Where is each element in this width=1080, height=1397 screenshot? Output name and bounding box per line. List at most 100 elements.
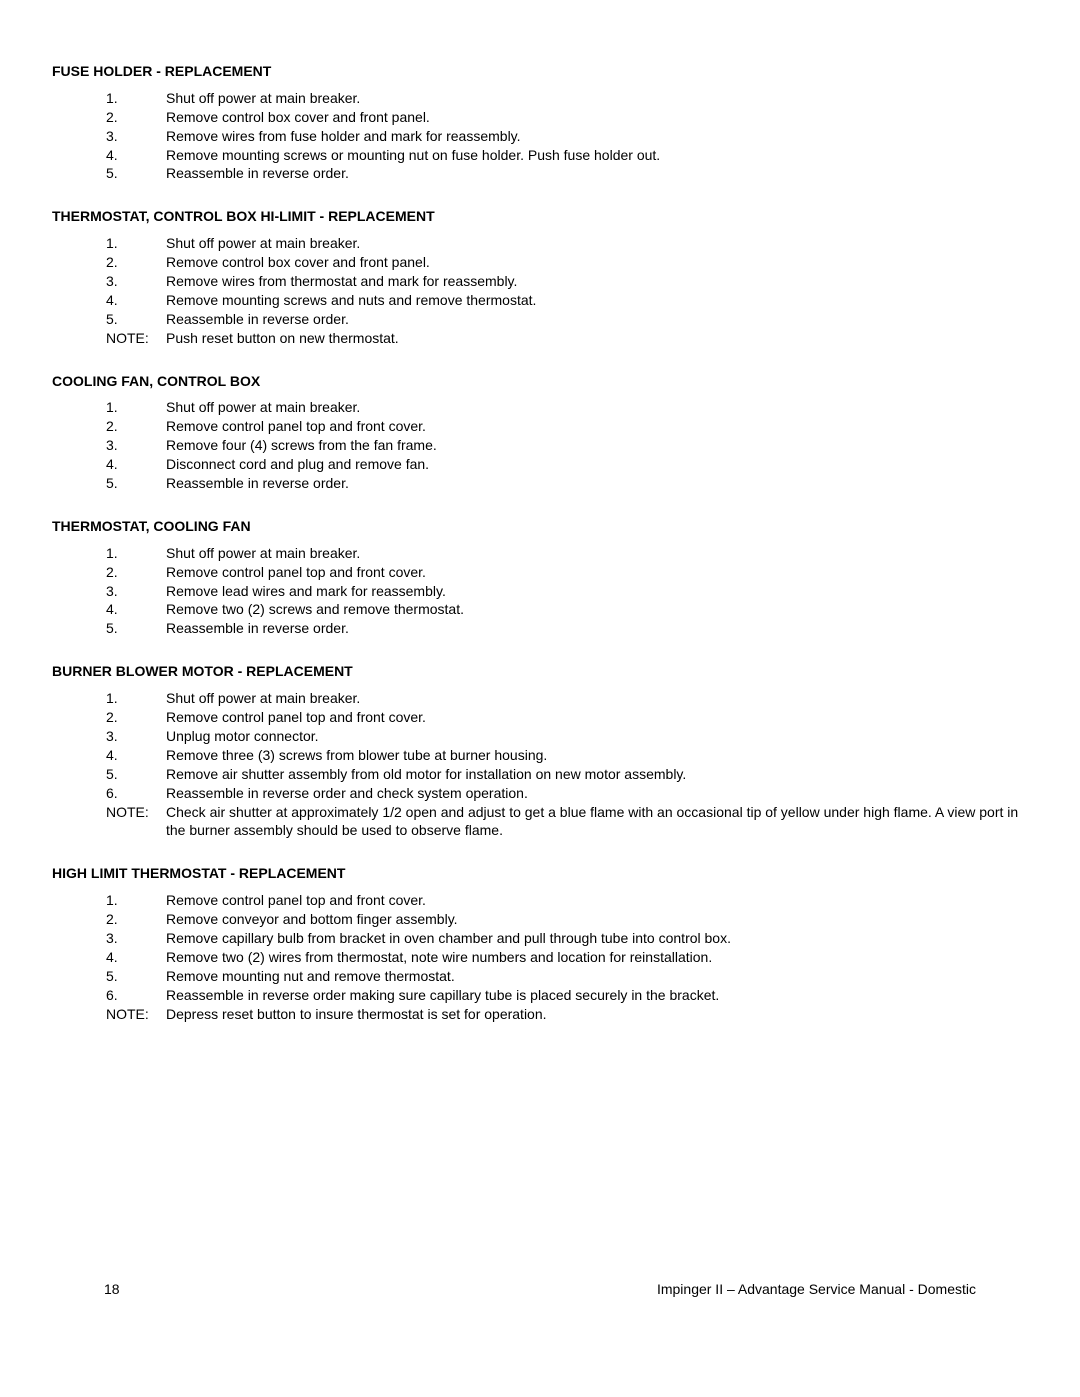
footer-title: Impinger II – Advantage Service Manual -… bbox=[657, 1280, 976, 1299]
step-number: 6. bbox=[106, 986, 166, 1005]
step-list: 1.Shut off power at main breaker.2.Remov… bbox=[106, 398, 1028, 492]
step-number: 4. bbox=[106, 146, 166, 165]
note-row: NOTE:Check air shutter at approximately … bbox=[106, 803, 1028, 841]
step-number: 5. bbox=[106, 474, 166, 493]
step-number: 3. bbox=[106, 272, 166, 291]
step-list: 1.Shut off power at main breaker.2.Remov… bbox=[106, 544, 1028, 638]
note-label: NOTE: bbox=[106, 803, 166, 841]
step-number: 3. bbox=[106, 582, 166, 601]
step-number: 4. bbox=[106, 291, 166, 310]
document-body: FUSE HOLDER - REPLACEMENT1.Shut off powe… bbox=[52, 62, 1028, 1023]
step-number: 4. bbox=[106, 600, 166, 619]
step-row: 1.Shut off power at main breaker. bbox=[106, 689, 1028, 708]
step-number: 6. bbox=[106, 784, 166, 803]
page-footer: 18 Impinger II – Advantage Service Manua… bbox=[104, 1280, 976, 1299]
step-text: Remove control panel top and front cover… bbox=[166, 563, 1028, 582]
step-row: 5.Reassemble in reverse order. bbox=[106, 310, 1028, 329]
step-text: Reassemble in reverse order. bbox=[166, 474, 1028, 493]
step-number: 5. bbox=[106, 765, 166, 784]
step-text: Remove control box cover and front panel… bbox=[166, 253, 1028, 272]
step-text: Shut off power at main breaker. bbox=[166, 544, 1028, 563]
step-text: Remove mounting screws or mounting nut o… bbox=[166, 146, 1028, 165]
step-row: 3.Remove wires from fuse holder and mark… bbox=[106, 127, 1028, 146]
step-text: Remove control panel top and front cover… bbox=[166, 891, 1028, 910]
step-row: 4.Disconnect cord and plug and remove fa… bbox=[106, 455, 1028, 474]
step-list: 1.Shut off power at main breaker.2.Remov… bbox=[106, 89, 1028, 183]
step-row: 3.Remove four (4) screws from the fan fr… bbox=[106, 436, 1028, 455]
note-label: NOTE: bbox=[106, 329, 166, 348]
step-row: 6.Reassemble in reverse order and check … bbox=[106, 784, 1028, 803]
step-row: 1.Remove control panel top and front cov… bbox=[106, 891, 1028, 910]
section-heading: FUSE HOLDER - REPLACEMENT bbox=[52, 62, 1028, 81]
step-text: Remove control box cover and front panel… bbox=[166, 108, 1028, 127]
step-row: 6.Reassemble in reverse order making sur… bbox=[106, 986, 1028, 1005]
step-row: 5.Remove air shutter assembly from old m… bbox=[106, 765, 1028, 784]
step-row: 2.Remove control panel top and front cov… bbox=[106, 563, 1028, 582]
step-row: 5.Remove mounting nut and remove thermos… bbox=[106, 967, 1028, 986]
step-text: Reassemble in reverse order. bbox=[166, 164, 1028, 183]
step-number: 1. bbox=[106, 234, 166, 253]
step-row: 2.Remove control panel top and front cov… bbox=[106, 708, 1028, 727]
note-text: Push reset button on new thermostat. bbox=[166, 329, 1028, 348]
step-number: 1. bbox=[106, 689, 166, 708]
step-text: Remove mounting nut and remove thermosta… bbox=[166, 967, 1028, 986]
step-number: 5. bbox=[106, 164, 166, 183]
step-number: 1. bbox=[106, 89, 166, 108]
step-row: 2.Remove control box cover and front pan… bbox=[106, 253, 1028, 272]
step-text: Reassemble in reverse order. bbox=[166, 619, 1028, 638]
step-text: Reassemble in reverse order making sure … bbox=[166, 986, 1028, 1005]
step-row: 4.Remove two (2) wires from thermostat, … bbox=[106, 948, 1028, 967]
step-row: 4.Remove mounting screws or mounting nut… bbox=[106, 146, 1028, 165]
step-number: 2. bbox=[106, 108, 166, 127]
step-row: 5.Reassemble in reverse order. bbox=[106, 619, 1028, 638]
step-text: Shut off power at main breaker. bbox=[166, 89, 1028, 108]
step-number: 2. bbox=[106, 708, 166, 727]
section-heading: THERMOSTAT, COOLING FAN bbox=[52, 517, 1028, 536]
step-text: Shut off power at main breaker. bbox=[166, 234, 1028, 253]
step-row: 2.Remove control panel top and front cov… bbox=[106, 417, 1028, 436]
step-number: 2. bbox=[106, 253, 166, 272]
section-heading: HIGH LIMIT THERMOSTAT - REPLACEMENT bbox=[52, 864, 1028, 883]
note-text: Check air shutter at approximately 1/2 o… bbox=[166, 803, 1028, 841]
step-text: Reassemble in reverse order and check sy… bbox=[166, 784, 1028, 803]
step-text: Remove air shutter assembly from old mot… bbox=[166, 765, 1028, 784]
section-heading: BURNER BLOWER MOTOR - REPLACEMENT bbox=[52, 662, 1028, 681]
step-row: 5.Reassemble in reverse order. bbox=[106, 164, 1028, 183]
step-text: Remove control panel top and front cover… bbox=[166, 708, 1028, 727]
step-number: 4. bbox=[106, 455, 166, 474]
step-number: 3. bbox=[106, 929, 166, 948]
step-text: Shut off power at main breaker. bbox=[166, 398, 1028, 417]
step-number: 3. bbox=[106, 436, 166, 455]
step-row: 4.Remove two (2) screws and remove therm… bbox=[106, 600, 1028, 619]
step-number: 2. bbox=[106, 417, 166, 436]
step-text: Remove capillary bulb from bracket in ov… bbox=[166, 929, 1028, 948]
step-text: Remove three (3) screws from blower tube… bbox=[166, 746, 1028, 765]
step-number: 1. bbox=[106, 398, 166, 417]
step-text: Remove lead wires and mark for reassembl… bbox=[166, 582, 1028, 601]
step-list: 1.Shut off power at main breaker.2.Remov… bbox=[106, 234, 1028, 328]
step-text: Remove mounting screws and nuts and remo… bbox=[166, 291, 1028, 310]
step-text: Remove four (4) screws from the fan fram… bbox=[166, 436, 1028, 455]
step-row: 3.Remove wires from thermostat and mark … bbox=[106, 272, 1028, 291]
note-label: NOTE: bbox=[106, 1005, 166, 1024]
step-text: Remove conveyor and bottom finger assemb… bbox=[166, 910, 1028, 929]
step-row: 1.Shut off power at main breaker. bbox=[106, 398, 1028, 417]
step-number: 2. bbox=[106, 563, 166, 582]
step-list: 1.Shut off power at main breaker.2.Remov… bbox=[106, 689, 1028, 802]
step-number: 3. bbox=[106, 127, 166, 146]
step-row: 3.Remove lead wires and mark for reassem… bbox=[106, 582, 1028, 601]
step-number: 1. bbox=[106, 544, 166, 563]
step-text: Shut off power at main breaker. bbox=[166, 689, 1028, 708]
step-row: 3.Unplug motor connector. bbox=[106, 727, 1028, 746]
step-row: 2.Remove control box cover and front pan… bbox=[106, 108, 1028, 127]
section-heading: COOLING FAN, CONTROL BOX bbox=[52, 372, 1028, 391]
step-row: 4.Remove mounting screws and nuts and re… bbox=[106, 291, 1028, 310]
step-number: 3. bbox=[106, 727, 166, 746]
note-text: Depress reset button to insure thermosta… bbox=[166, 1005, 1028, 1024]
step-number: 5. bbox=[106, 619, 166, 638]
step-text: Remove wires from fuse holder and mark f… bbox=[166, 127, 1028, 146]
step-list: 1.Remove control panel top and front cov… bbox=[106, 891, 1028, 1004]
page-number: 18 bbox=[104, 1280, 120, 1299]
step-row: 1.Shut off power at main breaker. bbox=[106, 234, 1028, 253]
step-text: Disconnect cord and plug and remove fan. bbox=[166, 455, 1028, 474]
